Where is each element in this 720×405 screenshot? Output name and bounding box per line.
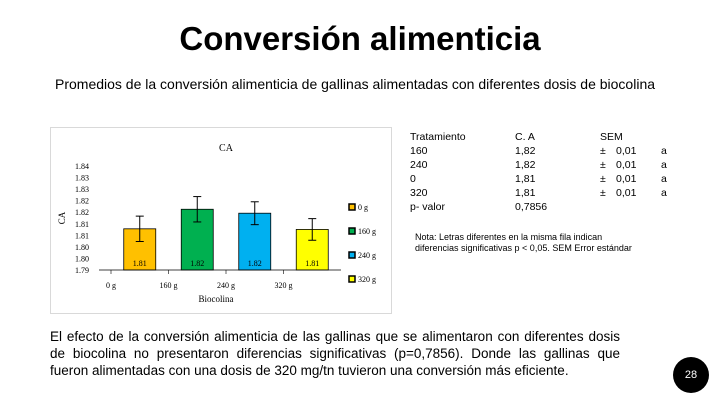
cell-sem: 0,01 xyxy=(616,187,637,199)
header-tratamiento: Tratamiento xyxy=(410,131,466,143)
x-tick-label: 0 g xyxy=(106,281,116,290)
table-row: 320 1,81 ± 0,01 a xyxy=(410,186,681,200)
cell-trat: 320 xyxy=(410,187,428,199)
cell-pm: ± xyxy=(600,145,606,157)
x-tick-label: 240 g xyxy=(217,281,235,290)
conclusion-paragraph: El efecto de la conversión alimenticia d… xyxy=(50,329,620,378)
cell-ca: 1,81 xyxy=(515,173,536,185)
data-label: 1.82 xyxy=(248,259,262,268)
x-tick-label: 160 g xyxy=(160,281,178,290)
legend-label: 320 g xyxy=(358,275,376,284)
table-header-row: Tratamiento C. A SEM xyxy=(410,130,681,144)
cell-sem: 0,01 xyxy=(616,173,637,185)
cell-ca: 1,82 xyxy=(515,159,536,171)
table-row: 0 1,81 ± 0,01 a xyxy=(410,172,681,186)
cell-sem: 0,01 xyxy=(616,145,637,157)
header-ca: C. A xyxy=(515,131,535,143)
cell-letter: a xyxy=(661,187,667,199)
page-number-badge: 28 xyxy=(673,357,709,393)
data-label: 1.82 xyxy=(190,259,204,268)
cell-sem xyxy=(616,200,661,214)
x-axis-label: Biocolina xyxy=(199,294,234,304)
cell-trat: 0 xyxy=(410,173,416,185)
cell-trat: 240 xyxy=(410,159,428,171)
table-row: p- valor 0,7856 xyxy=(410,200,681,214)
legend-swatch xyxy=(348,275,356,283)
table-note: Nota: Letras diferentes en la misma fila… xyxy=(415,232,632,253)
results-table: Tratamiento C. A SEM 160 1,82 ± 0,01 a 2… xyxy=(410,130,681,214)
cell-pm xyxy=(600,200,616,214)
data-label: 1.81 xyxy=(133,259,147,268)
header-sem: SEM xyxy=(600,131,623,143)
y-tick-label: 1.79 xyxy=(75,266,89,275)
cell-letter: a xyxy=(661,145,667,157)
y-tick-label: 1.81 xyxy=(75,231,89,240)
legend-label: 240 g xyxy=(358,251,376,260)
legend-label: 160 g xyxy=(358,227,376,236)
y-tick-label: 1.80 xyxy=(75,243,89,252)
cell-letter xyxy=(661,200,681,214)
cell-letter: a xyxy=(661,159,667,171)
cell-sem: 0,01 xyxy=(616,159,637,171)
cell-ca: 1,82 xyxy=(515,145,536,157)
data-label: 1.81 xyxy=(305,259,319,268)
y-tick-label: 1.82 xyxy=(75,197,89,206)
cell-letter: a xyxy=(661,173,667,185)
y-tick-label: 1.84 xyxy=(75,162,89,171)
legend-swatch xyxy=(348,203,356,211)
chart-title: CA xyxy=(219,143,234,154)
cell-pm: ± xyxy=(600,173,606,185)
slide-subtitle: Promedios de la conversión alimenticia d… xyxy=(55,76,656,92)
legend-label: 0 g xyxy=(358,203,368,212)
y-tick-label: 1.82 xyxy=(75,208,89,217)
legend-swatch xyxy=(348,251,356,259)
cell-ca: 0,7856 xyxy=(515,201,548,213)
table-row: 160 1,82 ± 0,01 a xyxy=(410,144,681,158)
ca-bar-chart: CA CA 1.84 1.83 1.83 1.82 1.82 1.81 1.81 1.80 1.80… xyxy=(57,143,376,304)
cell-trat: p- valor xyxy=(410,201,446,213)
legend-swatch xyxy=(348,227,356,235)
cell-pm: ± xyxy=(600,187,606,199)
y-tick-label: 1.80 xyxy=(75,254,89,263)
cell-trat: 160 xyxy=(410,145,428,157)
y-tick-label: 1.83 xyxy=(75,174,89,183)
y-axis-label: CA xyxy=(57,211,67,224)
chart-container: CA CA 1.84 1.83 1.83 1.82 1.82 1.81 1.81 1.80 1.80… xyxy=(50,127,392,314)
table-row: 240 1,82 ± 0,01 a xyxy=(410,158,681,172)
cell-pm: ± xyxy=(600,159,606,171)
y-tick-label: 1.83 xyxy=(75,185,89,194)
x-tick-label: 320 g xyxy=(275,281,293,290)
slide-title: Conversión alimenticia xyxy=(179,20,541,57)
y-tick-label: 1.81 xyxy=(75,220,89,229)
cell-ca: 1,81 xyxy=(515,187,536,199)
